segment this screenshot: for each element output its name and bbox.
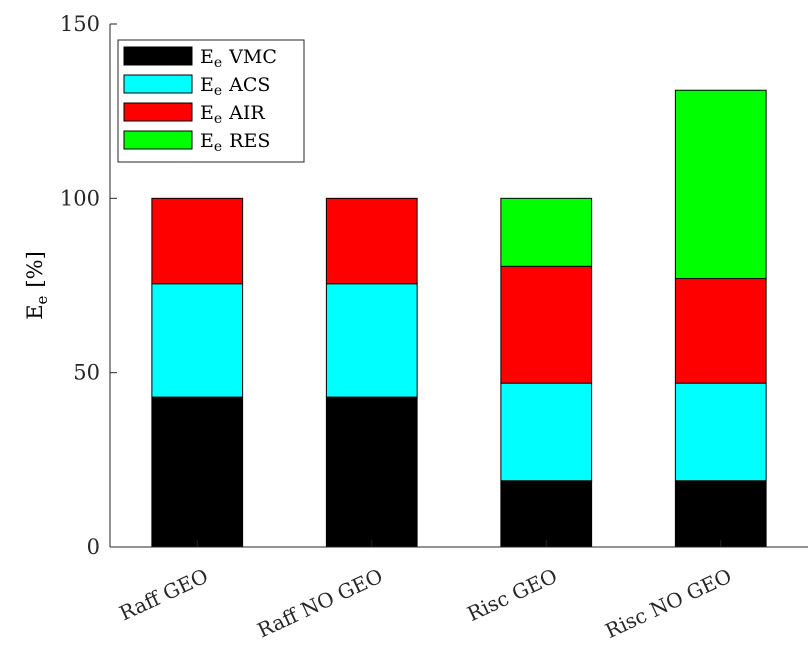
bar-segment-3-1 (500, 480, 593, 548)
legend: Ee VMC Ee ACS Ee AIR Ee RES (117, 39, 305, 163)
x-tick-label-1: Raff GEO (116, 564, 212, 626)
bar-segment-1-1 (151, 396, 244, 548)
bar-segment-2-2 (325, 283, 418, 398)
bar-segment-4-1 (674, 480, 767, 548)
bar-segment-4-2 (674, 382, 767, 482)
legend-label-4: Ee RES (200, 130, 270, 155)
y-tick-label-2: 50 (73, 361, 100, 385)
bar-segment-3-4 (500, 197, 593, 267)
x-tick-label-2: Raff NO GEO (254, 564, 387, 643)
bar-segment-1-2 (151, 283, 244, 398)
legend-swatch-3 (123, 102, 193, 122)
bar-segment-3-2 (500, 382, 593, 482)
legend-label-2: Ee ACS (200, 74, 270, 99)
bar-segment-2-3 (325, 197, 418, 285)
bars-group (151, 89, 767, 548)
bar-segment-3-3 (500, 265, 593, 384)
y-tick-label-3: 100 (60, 186, 100, 210)
bar-segment-2-1 (325, 396, 418, 548)
legend-label-3: Ee AIR (200, 102, 265, 127)
legend-swatch-1 (123, 46, 193, 66)
bar-segment-4-3 (674, 278, 767, 384)
x-tick-label-4: Risc NO GEO (601, 564, 735, 643)
y-tick-label-4: 150 (60, 12, 100, 36)
y-axis-label: Ee[%] (23, 251, 51, 320)
bar-segment-4-4 (674, 89, 767, 280)
x-tick-label-3: Risc GEO (463, 564, 560, 626)
legend-swatch-2 (123, 74, 193, 94)
y-tick-label-1: 0 (87, 535, 100, 559)
legend-swatch-4 (123, 130, 193, 150)
legend-label-1: Ee VMC (200, 46, 277, 71)
bar-segment-1-3 (151, 197, 244, 285)
